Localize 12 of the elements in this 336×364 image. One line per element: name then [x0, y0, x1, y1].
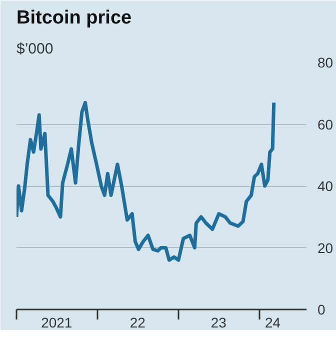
line-series — [16, 100, 276, 262]
x-tick-label: 23 — [210, 314, 227, 330]
x-tick-label: 2021 — [41, 314, 72, 330]
x-tick-label: 24 — [264, 314, 281, 330]
y-tick-label: 20 — [318, 240, 334, 256]
y-tick-label: 80 — [318, 54, 334, 70]
x-tick-label: 22 — [130, 314, 146, 330]
y-tick-label: 0 — [318, 302, 326, 318]
chart-title: Bitcoin price — [16, 8, 132, 28]
y-tick-label: 40 — [318, 178, 334, 194]
y-tick-label: 60 — [318, 116, 334, 132]
chart-subtitle: $’000 — [16, 40, 54, 58]
